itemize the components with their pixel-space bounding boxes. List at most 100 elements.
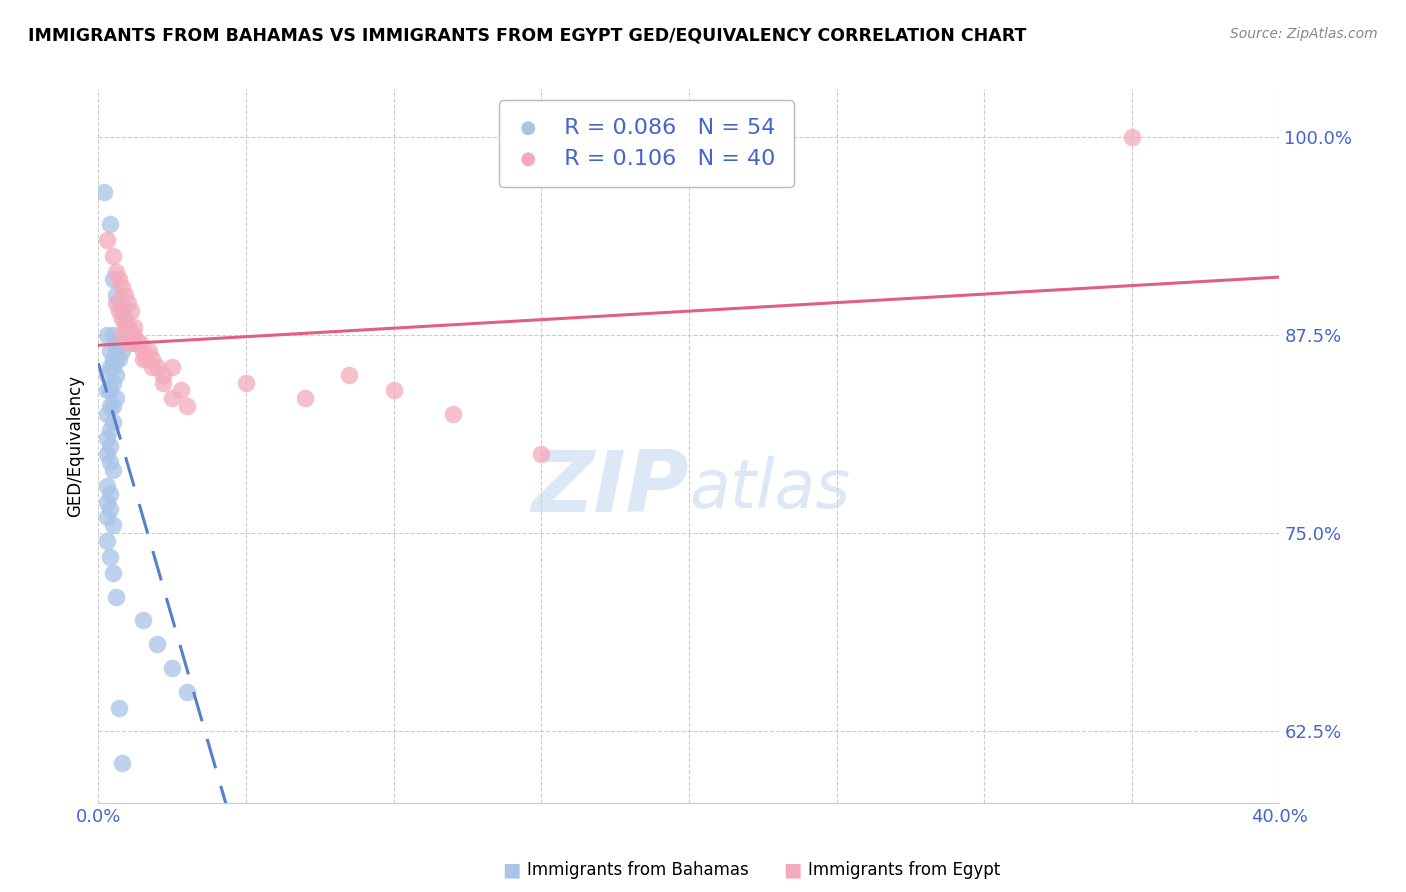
Point — [111, 328, 134, 343]
Point — [111, 280, 134, 294]
Point — [162, 359, 183, 374]
Text: IMMIGRANTS FROM BAHAMAS VS IMMIGRANTS FROM EGYPT GED/EQUIVALENCY CORRELATION CHA: IMMIGRANTS FROM BAHAMAS VS IMMIGRANTS FR… — [28, 27, 1026, 45]
Point — [162, 661, 183, 675]
Point — [103, 351, 125, 366]
Point — [105, 335, 128, 350]
Point — [162, 392, 183, 406]
Point — [96, 233, 118, 247]
Point — [170, 384, 193, 398]
Point — [96, 478, 118, 492]
Point — [103, 415, 125, 429]
Point — [111, 304, 134, 318]
Point — [103, 272, 125, 286]
Point — [98, 423, 121, 437]
Point — [103, 249, 125, 263]
Point — [98, 217, 121, 231]
Point — [146, 359, 169, 374]
Point — [105, 368, 128, 382]
Point — [96, 328, 118, 343]
Point — [96, 447, 118, 461]
Point — [103, 566, 125, 580]
Point — [235, 376, 257, 390]
Point — [105, 264, 128, 278]
Point — [105, 296, 128, 310]
Text: Immigrants from Bahamas: Immigrants from Bahamas — [527, 861, 749, 879]
Point — [103, 328, 125, 343]
Point — [108, 304, 131, 318]
Text: ■: ■ — [783, 860, 801, 880]
Point — [98, 455, 121, 469]
Point — [120, 328, 142, 343]
Point — [111, 756, 134, 771]
Point — [128, 335, 150, 350]
Point — [96, 384, 118, 398]
Point — [1121, 129, 1143, 144]
Text: atlas: atlas — [689, 456, 851, 522]
Point — [122, 320, 145, 334]
Point — [98, 486, 121, 500]
Point — [122, 328, 145, 343]
Point — [98, 359, 121, 374]
Point — [108, 296, 131, 310]
Point — [98, 343, 121, 358]
Point — [98, 502, 121, 516]
Point — [93, 186, 115, 200]
Point — [98, 400, 121, 414]
Point — [108, 272, 131, 286]
Point — [103, 518, 125, 533]
Point — [117, 320, 139, 334]
Point — [111, 343, 134, 358]
Point — [105, 343, 128, 358]
Point — [176, 400, 198, 414]
Point — [96, 534, 118, 549]
Point — [96, 510, 118, 524]
Point — [96, 407, 118, 421]
Point — [117, 296, 139, 310]
Point — [98, 384, 121, 398]
Point — [108, 351, 131, 366]
Point — [132, 614, 155, 628]
Point — [105, 288, 128, 302]
Point — [111, 312, 134, 326]
Point — [96, 494, 118, 508]
Y-axis label: GED/Equivalency: GED/Equivalency — [66, 375, 84, 517]
Point — [141, 351, 163, 366]
Point — [135, 351, 157, 366]
Point — [103, 400, 125, 414]
Point — [294, 392, 316, 406]
Text: ■: ■ — [502, 860, 520, 880]
Point — [382, 384, 405, 398]
Point — [114, 320, 136, 334]
Point — [337, 368, 360, 382]
Point — [117, 335, 139, 350]
Point — [108, 335, 131, 350]
Point — [176, 685, 198, 699]
Point — [122, 335, 145, 350]
Point — [103, 376, 125, 390]
Point — [132, 351, 155, 366]
Point — [114, 288, 136, 302]
Point — [141, 359, 163, 374]
Point — [105, 590, 128, 604]
Point — [152, 368, 174, 382]
Point — [103, 463, 125, 477]
Point — [120, 328, 142, 343]
Text: Source: ZipAtlas.com: Source: ZipAtlas.com — [1230, 27, 1378, 41]
Point — [146, 637, 169, 651]
Point — [441, 407, 464, 421]
Point — [125, 335, 148, 350]
Point — [96, 368, 118, 382]
Text: ZIP: ZIP — [531, 447, 689, 531]
Point — [152, 376, 174, 390]
Point — [120, 304, 142, 318]
Point — [114, 312, 136, 326]
Text: Immigrants from Egypt: Immigrants from Egypt — [808, 861, 1001, 879]
Point — [138, 343, 160, 358]
Point — [117, 320, 139, 334]
Point — [105, 351, 128, 366]
Point — [530, 447, 553, 461]
Point — [108, 700, 131, 714]
Point — [98, 439, 121, 453]
Point — [96, 431, 118, 445]
Point — [105, 392, 128, 406]
